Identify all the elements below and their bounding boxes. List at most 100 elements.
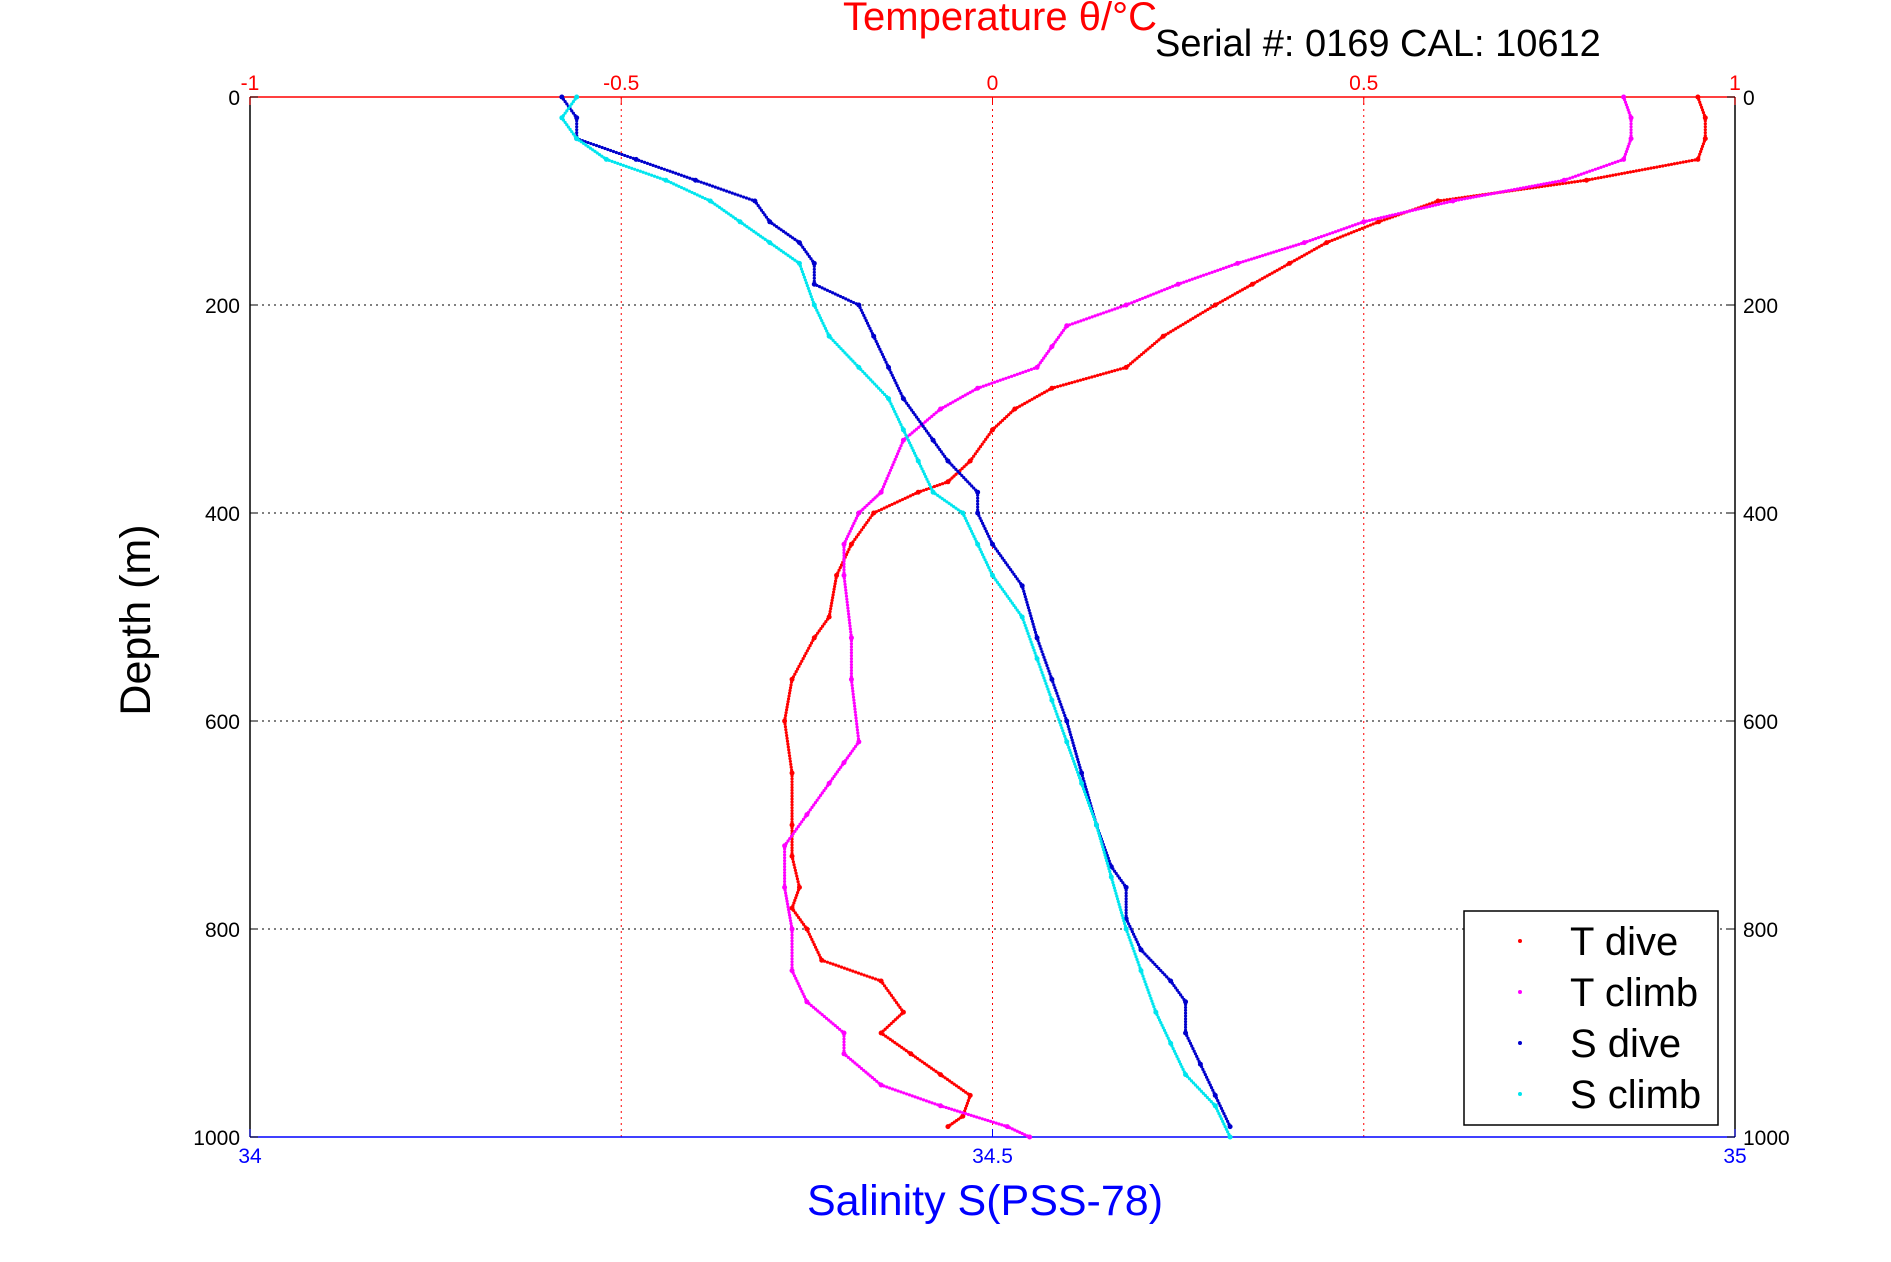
trace-dot xyxy=(1138,297,1142,302)
trace-dot xyxy=(897,449,901,453)
trace-dot xyxy=(790,808,794,813)
trace-dot xyxy=(863,523,867,527)
data-point xyxy=(1695,156,1701,162)
trace-dot xyxy=(943,454,947,458)
trace-dot xyxy=(571,111,576,115)
trace-dot xyxy=(858,306,862,310)
trace-dot xyxy=(1498,190,1502,194)
trace-dot xyxy=(1402,210,1406,215)
trace-dot xyxy=(893,998,897,1002)
trace-dot xyxy=(832,590,836,594)
trace-dot xyxy=(925,1063,929,1067)
trace-dot xyxy=(1040,392,1044,396)
trace-dot xyxy=(877,508,881,513)
left-tick-label: 800 xyxy=(205,919,240,942)
trace-dot xyxy=(1515,187,1519,191)
trace-dot xyxy=(968,527,972,531)
trace-dot xyxy=(1188,1041,1193,1045)
trace-dot xyxy=(842,553,846,558)
trace-dot xyxy=(1037,393,1042,397)
trace-dot xyxy=(570,102,574,106)
trace-dot xyxy=(1061,729,1065,733)
trace-dot xyxy=(1183,321,1188,325)
trace-dot xyxy=(1666,163,1671,167)
trace-dot xyxy=(1117,876,1122,880)
trace-dot xyxy=(1057,697,1061,701)
trace-dot xyxy=(1119,908,1123,912)
trace-dot xyxy=(1216,1109,1220,1113)
trace-dot xyxy=(1607,162,1612,166)
trace-dot xyxy=(1219,1117,1224,1121)
trace-dot xyxy=(793,911,797,915)
trace-dot xyxy=(1180,995,1184,999)
trace-dot xyxy=(1040,650,1044,654)
trace-dot xyxy=(573,97,577,101)
trace-dot xyxy=(902,1091,906,1095)
trace-dot xyxy=(1082,790,1087,794)
trace-dot xyxy=(1088,806,1093,810)
trace-dot xyxy=(841,296,845,300)
trace-dot xyxy=(1370,218,1374,222)
trace-dot xyxy=(568,127,572,131)
trace-dot xyxy=(837,964,841,968)
trace-dot xyxy=(1069,751,1073,755)
trace-dot xyxy=(985,563,990,567)
trace-dot xyxy=(1004,592,1008,596)
trace-dot xyxy=(783,713,788,718)
trace-dot xyxy=(930,1101,934,1105)
trace-dot xyxy=(921,469,925,473)
trace-dot xyxy=(790,814,794,818)
trace-dot xyxy=(1208,1083,1212,1087)
trace-dot xyxy=(834,576,838,580)
trace-dot xyxy=(1181,1067,1185,1071)
trace-dot xyxy=(1273,270,1277,274)
trace-dot xyxy=(838,1027,842,1031)
trace-dot xyxy=(1165,1034,1169,1038)
trace-dot xyxy=(1382,218,1386,222)
trace-dot xyxy=(1433,200,1437,204)
trace-dot xyxy=(791,971,795,975)
trace-dot xyxy=(888,468,893,472)
trace-dot xyxy=(845,600,849,604)
trace-dot xyxy=(641,170,645,174)
trace-dot xyxy=(1074,752,1078,756)
trace-dot xyxy=(1069,735,1074,740)
trace-dot xyxy=(1317,245,1321,249)
trace-dot xyxy=(997,551,1001,556)
trace-dot xyxy=(846,609,850,613)
trace-dot xyxy=(1124,888,1128,892)
trace-dot xyxy=(575,122,579,126)
trace-dot xyxy=(1076,379,1080,383)
trace-dot xyxy=(1252,256,1256,260)
trace-dot xyxy=(783,853,787,857)
trace-dot xyxy=(932,412,936,417)
trace-dot xyxy=(1263,275,1267,279)
trace-dot xyxy=(744,196,749,200)
trace-dot xyxy=(1156,1015,1160,1020)
trace-dot xyxy=(1573,174,1578,178)
trace-dot xyxy=(871,498,875,502)
trace-dot xyxy=(1495,191,1499,195)
trace-dot xyxy=(1619,158,1623,162)
trace-dot xyxy=(864,319,868,323)
trace-dot xyxy=(798,918,802,922)
trace-dot xyxy=(713,185,717,189)
trace-dot xyxy=(1025,600,1029,604)
trace-dot xyxy=(821,321,825,325)
legend-label: T dive xyxy=(1570,920,1678,964)
trace-dot xyxy=(828,609,832,614)
trace-dot xyxy=(811,940,815,944)
trace-dot xyxy=(825,288,830,292)
trace-dot xyxy=(600,145,604,150)
trace-dot xyxy=(1221,299,1225,303)
trace-dot xyxy=(1201,310,1205,315)
trace-dot xyxy=(786,742,790,746)
data-point xyxy=(1183,999,1189,1005)
trace-dot xyxy=(998,378,1002,382)
trace-dot xyxy=(895,415,899,419)
trace-dot xyxy=(839,765,843,769)
trace-dot xyxy=(959,1087,963,1091)
trace-dot xyxy=(666,179,671,184)
trace-dot xyxy=(837,568,841,572)
trace-dot xyxy=(833,1024,837,1028)
